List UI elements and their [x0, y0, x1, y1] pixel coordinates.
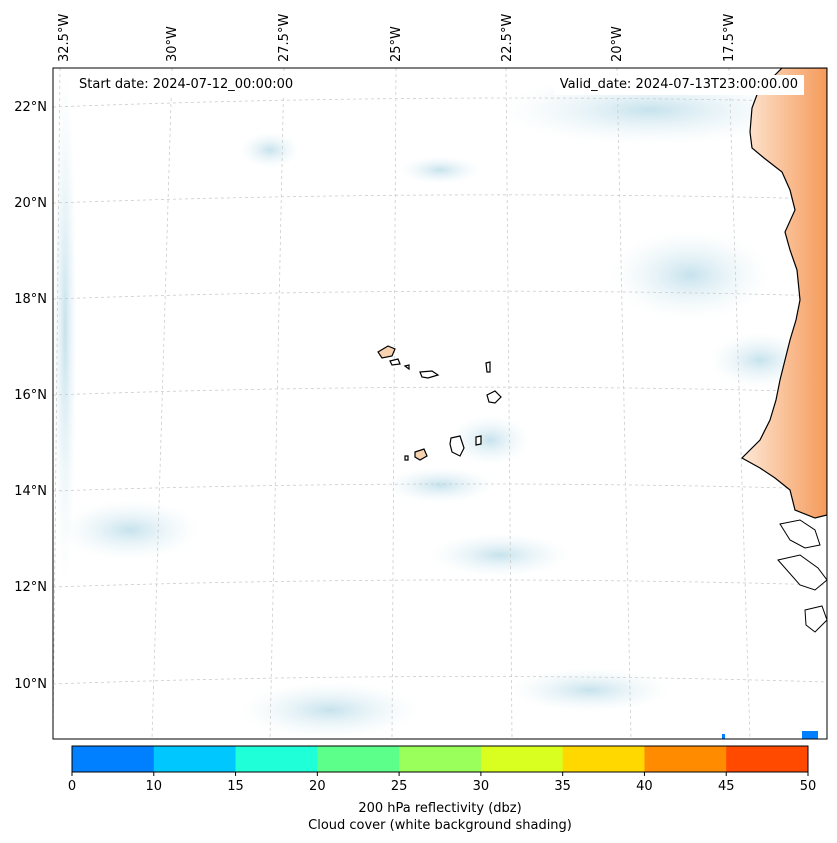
colorbar: 0 10 15 20 25 30 35 40 45 50 [68, 745, 817, 794]
map-area [53, 68, 827, 739]
island-brava [404, 455, 409, 461]
lon-label: 30°W [165, 26, 180, 62]
colorbar-tick-label: 20 [309, 779, 326, 794]
lon-label: 32.5°W [57, 14, 72, 62]
cloud-cover-shading [53, 68, 810, 738]
lat-label: 12°N [14, 580, 47, 595]
island-boa-vista [486, 390, 502, 404]
longitude-labels: 32.5°W 30°W 27.5°W 25°W 22.5°W 20°W 17.5… [57, 14, 737, 62]
colorbar-tick-label: 25 [391, 779, 408, 794]
gridline-lat-22 [53, 97, 827, 108]
reflectivity-cell-bottom [722, 734, 725, 739]
colorbar-tick-label: 50 [800, 779, 817, 794]
island-maio [475, 435, 482, 446]
colorbar-segment [317, 746, 400, 772]
coast-segment-guinea-bissau [777, 554, 827, 591]
coast-segment-gambia [779, 519, 821, 549]
gridline-lat-10 [53, 676, 827, 685]
gridline-lon-22-5 [505, 68, 513, 739]
gridline-lon-30 [151, 68, 173, 739]
gridline-lat-16 [53, 386, 827, 396]
colorbar-segment [726, 746, 809, 772]
colorbar-segment [562, 746, 645, 772]
colorbar-segment [153, 746, 237, 772]
cloud-north [240, 132, 300, 168]
cloud-bottom-east [510, 668, 670, 712]
cloud-band-west [53, 68, 77, 588]
gridline-lon-20 [616, 68, 632, 739]
colorbar-segment [480, 746, 564, 772]
island-santo-antao [377, 345, 396, 359]
cloud-islands [450, 415, 530, 465]
island-sao-vicente [389, 358, 401, 366]
valid-date-label: Valid_date: 2024-07-13T23:00:00.00 [553, 75, 804, 95]
lat-label: 10°N [14, 677, 47, 692]
gridline-lon-27-5 [269, 68, 285, 739]
cloud-north-mid [400, 156, 480, 184]
colorbar-tick-label: 35 [554, 779, 571, 794]
coast-segment-islands-south [804, 605, 827, 633]
colorbar-segment [235, 746, 318, 772]
colorbar-tick-label: 30 [473, 779, 490, 794]
cape-verde-islands [377, 345, 502, 461]
cloud-mid-south [430, 533, 570, 577]
lon-label: 17.5°W [722, 14, 737, 62]
lat-label: 22°N [14, 100, 47, 115]
lat-label: 20°N [14, 196, 47, 211]
colorbar-segment [644, 746, 727, 772]
gridline-lon-17-5 [728, 68, 751, 739]
lon-label: 25°W [389, 26, 404, 62]
gridline-lon-25 [391, 68, 397, 739]
colorbar-label: 200 hPa reflectivity (dbz) [358, 801, 522, 816]
gridline-lat-14 [53, 483, 827, 492]
colorbar-tick-label: 40 [636, 779, 653, 794]
map-frame [52, 67, 828, 740]
colorbar-frame [71, 745, 809, 773]
latitude-labels: 22°N 20°N 18°N 16°N 14°N 12°N 10°N [14, 100, 47, 692]
cloud-south-islands [385, 467, 495, 503]
cloud-east [610, 230, 770, 320]
colorbar-segment [72, 746, 155, 772]
gridline-lat-12 [53, 579, 827, 588]
lat-label: 18°N [14, 292, 47, 307]
gridline-lat-20 [53, 194, 827, 204]
cloud-south-west [60, 500, 200, 560]
island-sao-nicolau [419, 370, 440, 379]
gridline-lon-32-5 [53, 68, 61, 739]
lon-label: 22.5°W [500, 14, 515, 62]
lon-label: 27.5°W [277, 14, 292, 62]
colorbar-tick-label: 15 [227, 779, 244, 794]
cloud-bottom [240, 682, 420, 738]
gridlines [53, 68, 827, 739]
gridline-lat-18 [53, 290, 827, 300]
lat-label: 16°N [14, 388, 47, 403]
island-fogo [414, 448, 428, 461]
colorbar-sublabel: Cloud cover (white background shading) [308, 818, 572, 833]
reflectivity-cell-bottom-right [802, 731, 818, 739]
lon-label: 20°W [610, 26, 625, 62]
start-date-label: Start date: 2024-07-12_00:00:00 [73, 75, 300, 95]
colorbar-tick-label: 45 [718, 779, 735, 794]
island-sal [485, 361, 491, 373]
lat-label: 14°N [14, 484, 47, 499]
africa-coastline [741, 68, 827, 519]
colorbar-tick-label: 10 [146, 779, 163, 794]
colorbar-tick-label: 0 [68, 779, 76, 794]
island-santa-luzia [403, 364, 410, 371]
colorbar-segment [399, 746, 482, 772]
island-santiago [449, 435, 465, 457]
